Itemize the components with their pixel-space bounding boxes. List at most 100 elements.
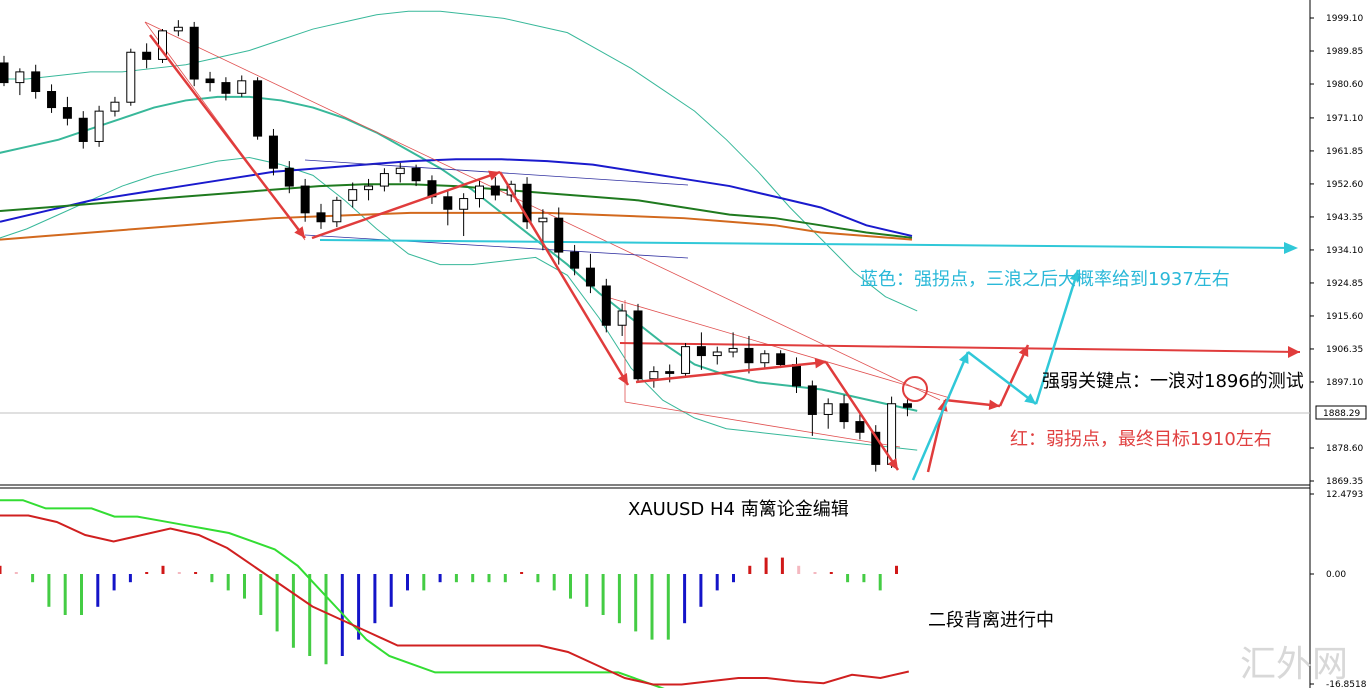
bollinger-upper: [0, 10, 918, 312]
candle: [110, 96, 120, 117]
blue-annotation: 蓝色：强拐点，三浪之后大概率给到1937左右: [860, 269, 1230, 290]
candle: [205, 71, 215, 92]
candle: [475, 180, 484, 208]
key-point-circle: [902, 376, 928, 402]
candle-bear-body: [443, 196, 453, 210]
candle-bear-body: [792, 363, 801, 387]
candle-bull-body: [459, 198, 469, 210]
candle-bear-body: [776, 353, 786, 365]
candle-bear-body: [300, 185, 310, 214]
candle-bear-body: [205, 78, 215, 84]
candle: [268, 128, 278, 176]
channel-blue-bottom: [304, 234, 689, 259]
candle-bull-body: [712, 351, 722, 357]
candle: [712, 346, 722, 365]
candle: [776, 350, 786, 369]
candle: [570, 244, 580, 276]
candle-bull-body: [237, 80, 247, 94]
candle: [78, 111, 88, 149]
cyan-arrow-2-head: [1024, 393, 1036, 404]
candle-bull-body: [126, 51, 136, 103]
price-tick-label: 1989.85: [1326, 47, 1363, 57]
candle-bear-body: [316, 212, 326, 223]
price-tick-label: 1971.10: [1326, 114, 1363, 124]
candle-bear-body: [744, 347, 754, 364]
candle-bear-body: [522, 183, 532, 223]
bollinger-lower: [0, 157, 918, 451]
candle: [459, 193, 469, 237]
candle-bear-body: [665, 371, 675, 374]
candle-bear-body: [570, 251, 580, 269]
red-arrow-5-head: [887, 458, 898, 470]
current-price-label: 1888.29: [1323, 409, 1360, 419]
moving-average-1: [0, 158, 913, 238]
red-arrow-2-head: [488, 170, 500, 181]
red-annotation: 红：弱拐点，最终目标1910左右: [1010, 429, 1272, 450]
candle: [554, 207, 564, 265]
candle-bear-body: [490, 185, 500, 196]
candle: [253, 77, 263, 140]
candle-bull-body: [110, 101, 120, 112]
price-tick-label: 1924.85: [1326, 279, 1363, 289]
candle: [855, 412, 865, 440]
moving-averages: [0, 158, 913, 241]
candle-bear-body: [47, 91, 57, 109]
candle-bull-body: [823, 403, 833, 415]
candle: [94, 105, 104, 147]
candle: [62, 96, 72, 126]
red-arrow-3-head: [617, 373, 628, 385]
candle: [744, 335, 754, 374]
price-tick-label: 1943.35: [1326, 213, 1363, 223]
candle: [0, 55, 9, 87]
candle-bear-body: [696, 346, 706, 357]
cyan-arrow-3: [1034, 269, 1080, 405]
candle: [871, 425, 881, 472]
candle: [316, 203, 326, 229]
red-arrow-7-head: [988, 399, 1000, 411]
macd-tick-label: 0.00: [1326, 570, 1346, 580]
candle: [126, 48, 136, 106]
macd-main-line: [0, 514, 910, 686]
candle: [681, 343, 691, 377]
candle: [760, 350, 770, 369]
bollinger-middle: [0, 95, 918, 412]
cyan-level-arrowhead: [1284, 242, 1298, 254]
candle-bear-body: [633, 310, 643, 380]
candle: [585, 253, 595, 294]
cyan-arrow-2: [967, 351, 1037, 405]
candle: [601, 278, 611, 333]
candle-bull-body: [475, 185, 484, 200]
channel-red-upper: [609, 297, 951, 399]
macd-tick-label: 12.4793: [1326, 490, 1363, 500]
moving-average-2: [0, 183, 913, 239]
candle: [633, 303, 643, 383]
red-arrow-4: [635, 360, 827, 384]
red-arrow-2: [311, 170, 501, 240]
price-tick-label: 1980.60: [1326, 80, 1363, 90]
candle-bull-body: [173, 26, 183, 32]
candle: [332, 196, 342, 228]
red-arrow-5: [824, 361, 900, 471]
candle-bear-body: [284, 167, 294, 187]
candle: [490, 177, 500, 201]
candle-bear-body: [585, 267, 595, 287]
candle: [348, 182, 358, 208]
price-tick-label: 1915.60: [1326, 312, 1363, 322]
candle: [379, 168, 389, 192]
key-annotation: 强弱关键点：一浪对1896的测试: [1042, 371, 1304, 392]
candle: [807, 380, 817, 436]
candle-bear-body: [839, 403, 849, 423]
macd-indicator: 12.4793 0.00 -16.8518: [0, 490, 1367, 688]
candle: [15, 68, 25, 96]
candle-bull-body: [538, 217, 548, 223]
watermark: 汇外网: [1240, 644, 1348, 685]
red-arrow-3: [498, 171, 630, 386]
candle-bear-body: [189, 26, 199, 80]
candle: [696, 332, 706, 370]
candle-bull-body: [728, 347, 738, 353]
candle: [189, 21, 199, 87]
price-tick-label: 1878.60: [1326, 444, 1363, 454]
candle: [31, 64, 41, 99]
